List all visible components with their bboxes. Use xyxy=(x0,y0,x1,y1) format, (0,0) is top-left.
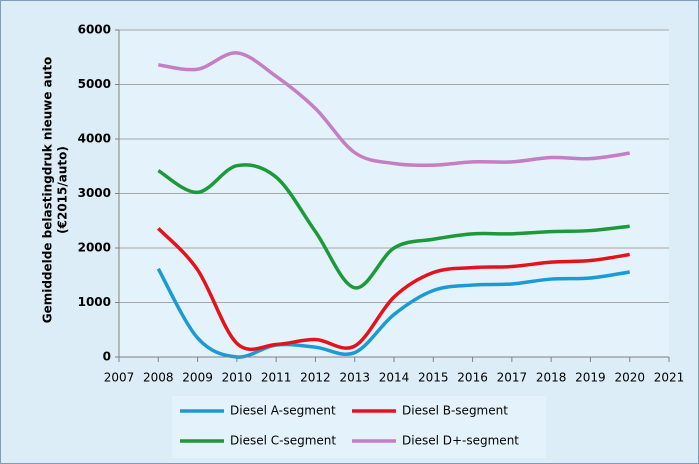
legend-label: Diesel D+-segment xyxy=(402,434,519,448)
y-tick-label: 0 xyxy=(103,350,111,364)
x-tick-label: 2020 xyxy=(614,371,645,385)
legend-label: Diesel B-segment xyxy=(402,404,508,418)
x-tick-label: 2016 xyxy=(457,371,488,385)
y-axis-label: Gemiddelde belastingdruk nieuwe auto (€2… xyxy=(41,57,70,324)
x-tick-label: 2017 xyxy=(497,371,528,385)
legend-label: Diesel A-segment xyxy=(230,404,336,418)
y-tick-label: 3000 xyxy=(78,186,111,200)
x-tick-label: 2007 xyxy=(104,371,135,385)
y-axis-label-line: Gemiddelde belastingdruk nieuwe auto xyxy=(41,57,55,324)
y-tick-label: 5000 xyxy=(78,77,111,91)
x-tick-label: 2014 xyxy=(379,371,410,385)
y-tick-label: 2000 xyxy=(78,241,111,255)
series-line xyxy=(158,51,630,168)
series-line xyxy=(157,163,630,290)
legend-box xyxy=(172,396,546,458)
y-axis-label-line: (€2015/auto) xyxy=(56,146,70,234)
x-tick-label: 2019 xyxy=(575,371,606,385)
x-tick-label: 2011 xyxy=(261,371,292,385)
x-tick-label: 2009 xyxy=(182,371,213,385)
x-tick-label: 2013 xyxy=(339,371,370,385)
x-tick-label: 2008 xyxy=(143,371,174,385)
x-tick-label: 2012 xyxy=(300,371,331,385)
y-tick-label: 6000 xyxy=(78,23,111,37)
y-tick-label: 4000 xyxy=(78,132,111,146)
legend-label: Diesel C-segment xyxy=(230,434,336,448)
x-tick-label: 2010 xyxy=(222,371,253,385)
series-line xyxy=(157,227,630,352)
x-tick-label: 2018 xyxy=(536,371,567,385)
x-tick-label: 2021 xyxy=(654,371,685,385)
y-tick-label: 1000 xyxy=(78,295,111,309)
x-tick-label: 2015 xyxy=(418,371,449,385)
